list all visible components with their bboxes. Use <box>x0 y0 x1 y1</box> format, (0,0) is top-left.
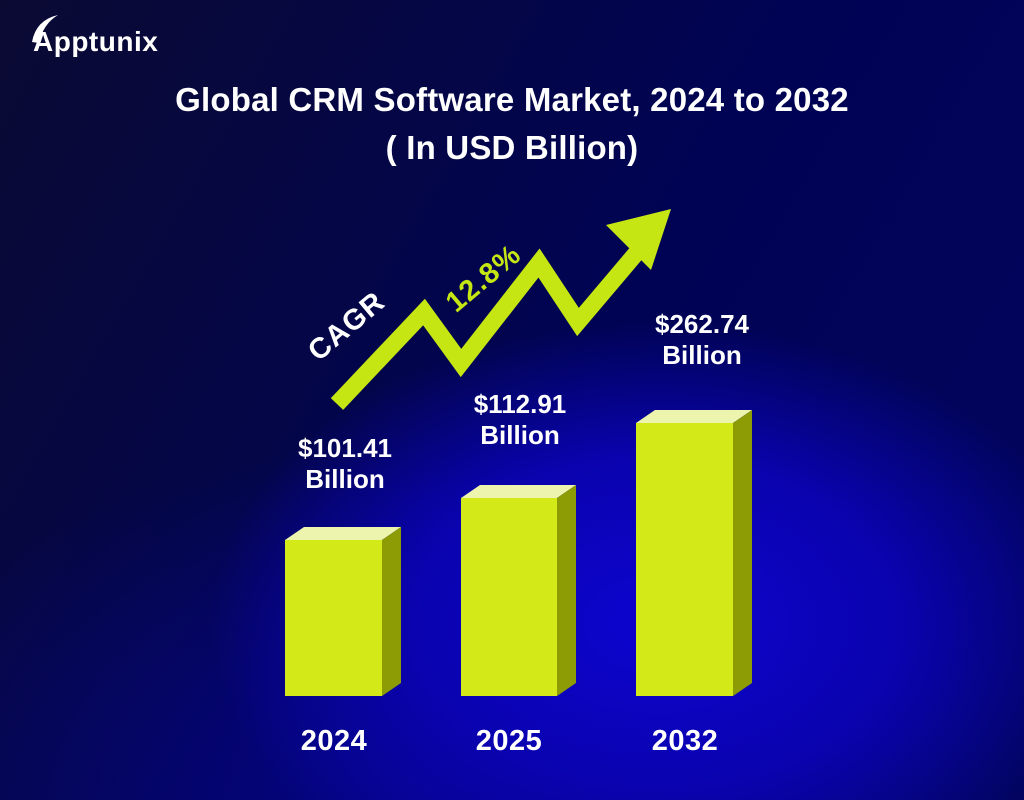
value-2032: $262.74 <box>655 309 749 339</box>
bar-2025-front-face <box>461 498 557 696</box>
bar-2032-side-face <box>733 410 752 696</box>
bar-2024-side-face <box>382 527 401 696</box>
value-label-2024: $101.41 Billion <box>298 433 392 495</box>
chart-title: Global CRM Software Market, 2024 to 2032… <box>0 76 1024 172</box>
bar-2024 <box>285 527 401 696</box>
value-label-2025: $112.91 Billion <box>474 389 567 451</box>
year-label-2024: 2024 <box>300 725 368 757</box>
growth-arrow-head <box>606 209 671 270</box>
chart-title-line1: Global CRM Software Market, 2024 to 2032 <box>175 81 849 118</box>
year-label-2032: 2032 <box>651 725 719 757</box>
value-label-2032: $262.74 Billion <box>655 309 749 371</box>
value-2024: $101.41 <box>298 433 392 463</box>
cagr-value: 12.8% <box>439 238 528 319</box>
chart-title-line2: ( In USD Billion) <box>385 129 639 166</box>
bar-2024-top-face <box>285 527 401 540</box>
logo-text: Apptunix <box>33 26 159 57</box>
bar-2032 <box>636 410 752 696</box>
cagr-label: CAGR <box>302 285 392 368</box>
bar-2025-side-face <box>557 485 576 696</box>
apptunix-logo-arc-icon <box>32 15 58 43</box>
value-unit-2032: Billion <box>662 340 742 370</box>
value-unit-2025: Billion <box>480 420 560 450</box>
bar-2032-front-face <box>636 423 733 696</box>
bar-2032-top-face <box>636 410 752 423</box>
bar-2024-front-face <box>285 540 382 696</box>
apptunix-logo: Apptunix <box>32 15 159 62</box>
year-label-2025: 2025 <box>475 725 543 757</box>
bar-2025 <box>461 485 576 696</box>
value-unit-2024: Billion <box>305 464 385 494</box>
value-2025: $112.91 <box>473 389 567 419</box>
bar-2025-top-face <box>461 485 576 498</box>
